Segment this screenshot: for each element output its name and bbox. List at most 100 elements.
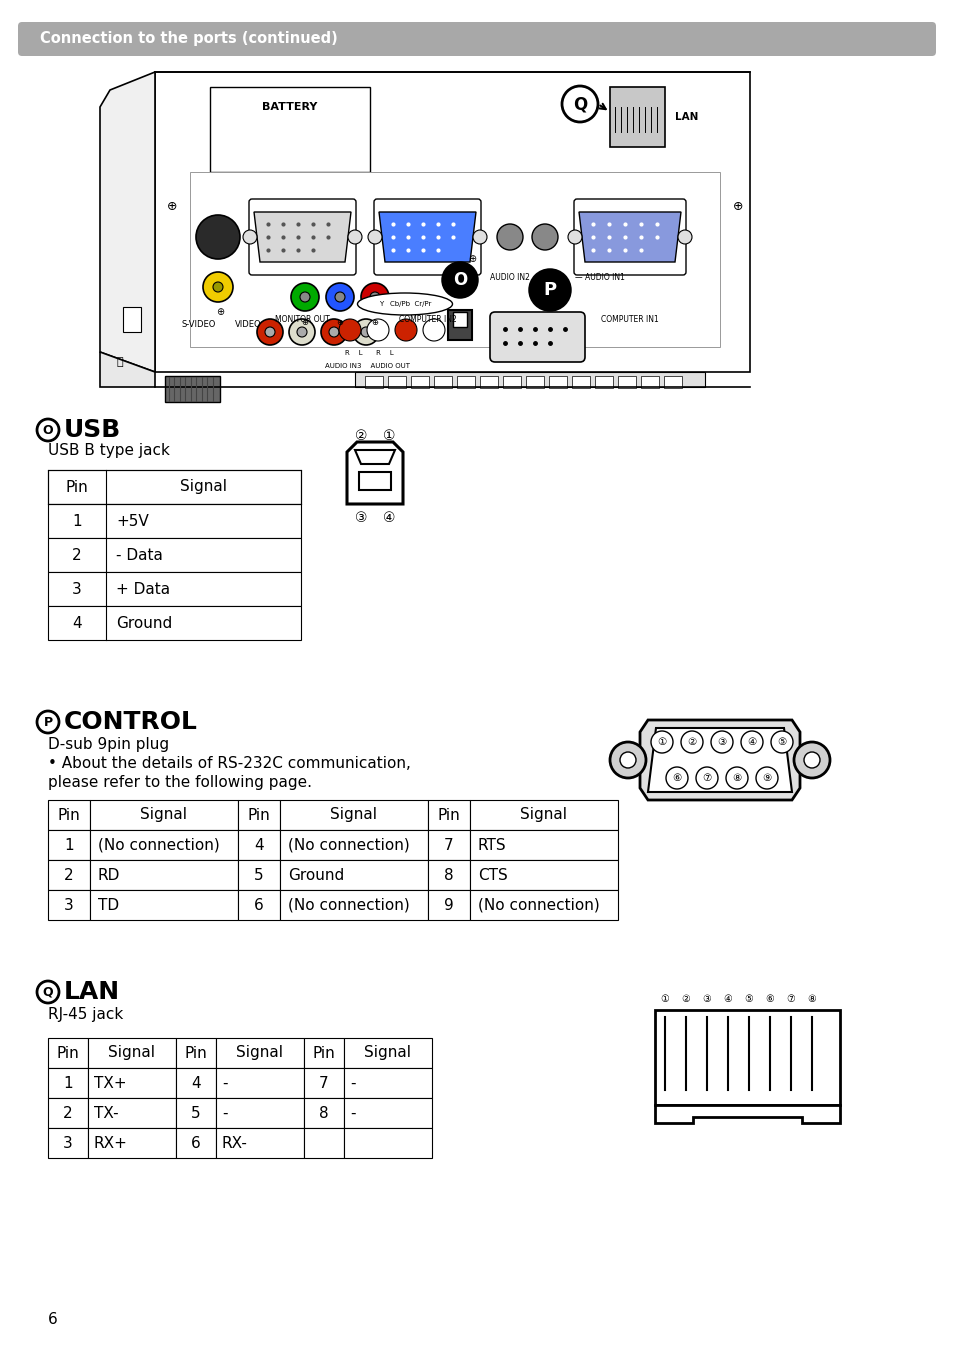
Text: ④: ④ xyxy=(382,510,395,525)
Bar xyxy=(48,890,90,919)
FancyBboxPatch shape xyxy=(490,311,584,362)
Bar xyxy=(215,1039,304,1068)
Polygon shape xyxy=(100,352,154,387)
Bar xyxy=(175,1068,215,1098)
Circle shape xyxy=(609,742,645,779)
Text: -: - xyxy=(222,1105,227,1121)
Bar xyxy=(90,890,237,919)
Text: Pin: Pin xyxy=(248,807,270,822)
Text: (No connection): (No connection) xyxy=(477,898,599,913)
Text: Signal: Signal xyxy=(109,1045,155,1060)
Circle shape xyxy=(665,766,687,789)
Text: Signal: Signal xyxy=(140,807,188,822)
Bar xyxy=(344,1039,432,1068)
Bar xyxy=(470,890,618,919)
Text: BATTERY: BATTERY xyxy=(262,102,317,112)
Bar xyxy=(304,1098,344,1128)
Polygon shape xyxy=(655,1105,840,1122)
Bar xyxy=(48,607,301,640)
Bar xyxy=(344,1068,432,1098)
Text: ⊕: ⊕ xyxy=(215,307,224,317)
Circle shape xyxy=(289,320,314,345)
Text: 4: 4 xyxy=(72,616,82,631)
Circle shape xyxy=(195,215,240,259)
Bar xyxy=(90,800,237,830)
Bar xyxy=(609,87,664,148)
Text: 2: 2 xyxy=(63,1105,72,1121)
Text: 5: 5 xyxy=(191,1105,200,1121)
Circle shape xyxy=(442,263,476,297)
Bar xyxy=(48,1128,88,1158)
Text: O: O xyxy=(43,424,53,436)
Text: COMPUTER IN2: COMPUTER IN2 xyxy=(398,315,456,324)
Text: 4: 4 xyxy=(253,838,264,853)
Bar xyxy=(280,890,428,919)
Bar xyxy=(215,1098,304,1128)
Text: Signal: Signal xyxy=(364,1045,411,1060)
Text: P: P xyxy=(543,282,556,299)
Circle shape xyxy=(567,230,581,244)
Circle shape xyxy=(348,230,361,244)
Bar xyxy=(237,890,280,919)
Text: RTS: RTS xyxy=(477,838,506,853)
Text: — AUDIO IN1: — AUDIO IN1 xyxy=(575,274,624,282)
Text: 6: 6 xyxy=(48,1312,58,1327)
Bar xyxy=(548,376,566,389)
Bar xyxy=(663,376,681,389)
Text: ⊕: ⊕ xyxy=(336,318,343,328)
Text: 7: 7 xyxy=(444,838,454,853)
Polygon shape xyxy=(378,213,476,263)
Text: ⑧: ⑧ xyxy=(732,773,740,783)
Bar xyxy=(175,1128,215,1158)
Text: ⑦: ⑦ xyxy=(786,994,795,1005)
Text: -: - xyxy=(350,1075,355,1090)
Bar xyxy=(365,376,382,389)
Circle shape xyxy=(561,87,598,122)
Circle shape xyxy=(326,283,354,311)
Text: 3: 3 xyxy=(72,581,82,597)
Text: LAN: LAN xyxy=(64,980,120,1005)
Bar xyxy=(456,376,475,389)
Polygon shape xyxy=(253,213,351,263)
Text: TX-: TX- xyxy=(94,1105,118,1121)
Text: ⑦: ⑦ xyxy=(701,773,711,783)
Bar xyxy=(90,860,237,890)
Text: (No connection): (No connection) xyxy=(98,838,219,853)
Circle shape xyxy=(793,742,829,779)
Bar xyxy=(88,1128,175,1158)
Circle shape xyxy=(530,269,569,310)
Circle shape xyxy=(37,982,59,1003)
Text: 5: 5 xyxy=(253,868,264,883)
Polygon shape xyxy=(100,72,154,372)
Bar xyxy=(215,1128,304,1158)
Circle shape xyxy=(696,766,718,789)
Bar xyxy=(48,470,301,504)
Bar xyxy=(304,1039,344,1068)
Text: -: - xyxy=(350,1105,355,1121)
Bar xyxy=(434,376,452,389)
Text: ⑨: ⑨ xyxy=(761,773,771,783)
Circle shape xyxy=(256,320,283,345)
Circle shape xyxy=(368,230,381,244)
Circle shape xyxy=(299,292,310,302)
Text: ⑧: ⑧ xyxy=(807,994,816,1005)
Polygon shape xyxy=(355,450,395,464)
Text: ③: ③ xyxy=(717,737,726,747)
Bar xyxy=(88,1098,175,1128)
Bar xyxy=(428,830,470,860)
Text: 8: 8 xyxy=(319,1105,329,1121)
Text: 1: 1 xyxy=(64,838,73,853)
Bar xyxy=(48,800,90,830)
Circle shape xyxy=(650,731,672,753)
Bar xyxy=(655,1010,840,1105)
Text: TD: TD xyxy=(98,898,119,913)
Circle shape xyxy=(497,223,522,250)
Bar xyxy=(304,1128,344,1158)
Bar xyxy=(502,376,520,389)
Bar xyxy=(572,376,589,389)
Circle shape xyxy=(360,328,371,337)
Circle shape xyxy=(320,320,347,345)
Text: Signal: Signal xyxy=(180,479,227,494)
Circle shape xyxy=(338,320,360,341)
Text: 2: 2 xyxy=(64,868,73,883)
